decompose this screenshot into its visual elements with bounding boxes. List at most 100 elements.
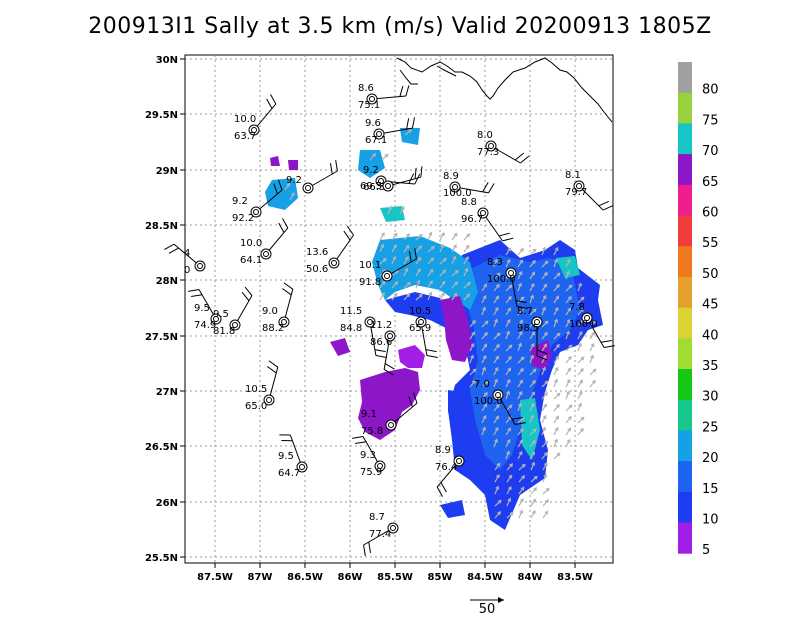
wind-arrow <box>542 499 549 507</box>
wind-arrowhead <box>554 246 559 251</box>
wind-arrowhead <box>568 344 573 349</box>
wind-arrowhead <box>483 343 487 348</box>
wind-arrowhead <box>465 244 470 249</box>
colorbar-segment <box>678 307 692 339</box>
station-inner-ring <box>266 397 272 403</box>
wind-arrow <box>379 258 387 265</box>
wind-arrowhead <box>430 245 435 250</box>
wind-arrowhead <box>508 474 513 479</box>
wind-barb-feather <box>414 173 421 185</box>
wind-arrow <box>369 153 376 161</box>
wind-arrow <box>553 272 561 280</box>
colorbar-label: 75 <box>702 113 719 128</box>
wind-arrow <box>553 295 559 304</box>
wind-barb-feather <box>420 166 423 178</box>
wind-barb-feather <box>414 167 417 179</box>
wind-arrowhead <box>428 231 433 236</box>
station-marker: 8.3 100.0 <box>487 257 528 310</box>
wind-barb-feather <box>411 117 416 129</box>
wind-barb-feather <box>278 222 285 233</box>
wind-arrowhead <box>508 404 513 409</box>
wind-barb-feather <box>383 369 394 376</box>
wind-arrowhead <box>429 280 433 285</box>
wind-arrowhead <box>590 342 595 347</box>
wind-arrowhead <box>494 318 498 323</box>
wind-barb-feather <box>399 85 404 97</box>
wind-arrowhead <box>567 367 571 372</box>
station-marker: 8.8 96.7 <box>461 197 514 242</box>
station-outer-ring <box>477 207 489 219</box>
wind-arrow <box>505 331 510 340</box>
wind-arrow <box>481 307 486 316</box>
wind-arrow <box>493 332 501 340</box>
station-inner-ring <box>576 183 582 189</box>
wind-barb-feather <box>363 544 366 556</box>
colorbar-segment <box>678 338 692 370</box>
wind-arrowhead <box>542 354 547 359</box>
wind-barb-feather <box>406 118 410 130</box>
wind-arrowhead <box>566 258 571 263</box>
station-marker: 9.5 74.9 <box>188 289 222 331</box>
station-rh-label: 64.1 <box>240 255 262 266</box>
wind-arrowhead <box>544 451 548 456</box>
wind-arrow <box>553 319 558 328</box>
wind-arrow <box>439 292 445 301</box>
wind-arrowhead <box>482 414 487 419</box>
wind-arrow <box>541 307 546 316</box>
station-outer-ring <box>302 182 314 194</box>
station-inner-ring <box>376 131 382 137</box>
wind-arrow <box>529 440 536 448</box>
lat-tick-label: 29.5N <box>145 110 178 121</box>
wind-arrow <box>469 355 474 364</box>
station-speed-label: 9.6 <box>365 118 381 129</box>
wind-arrowhead <box>393 244 397 249</box>
wind-arrowhead <box>466 233 471 238</box>
wind-barb-feather <box>244 286 253 296</box>
wind-arrowhead <box>416 279 421 284</box>
wind-arrow <box>517 308 524 316</box>
station-marker: 8.7 98.5 <box>517 306 548 361</box>
wind-barb-feather <box>412 392 418 404</box>
station-outer-ring <box>485 140 497 152</box>
wind-arrow <box>529 403 535 412</box>
wind-arrowhead <box>520 247 524 252</box>
station-speed-label: 11.2 <box>370 320 392 331</box>
station-speed-label: 10.5 <box>245 384 267 395</box>
wind-arrowhead <box>506 330 510 335</box>
station-marker: 9.6 67.1 <box>365 117 416 146</box>
wind-arrow <box>469 368 477 376</box>
lon-tick-label: 85.5W <box>377 572 413 583</box>
station-outer-ring <box>260 248 272 260</box>
wind-arrow <box>463 233 470 241</box>
wind-arrow <box>451 256 456 265</box>
station-rh-label: 65.0 <box>245 401 267 412</box>
wind-arrow <box>518 510 523 519</box>
wind-arrowhead <box>530 294 534 299</box>
reference-arrowhead <box>498 597 504 603</box>
wind-arrowhead <box>497 511 502 516</box>
wind-arrow <box>451 281 458 289</box>
wind-arrow <box>463 268 468 277</box>
wind-arrow <box>565 271 570 280</box>
wind-arrow <box>541 332 548 340</box>
station-rh-label: 63.7 <box>234 131 256 142</box>
wind-arrowhead <box>381 232 385 237</box>
colorbar-segment <box>678 154 692 186</box>
map-title: 200913I1 Sally at 3.5 km (m/s) Valid 202… <box>88 14 712 39</box>
station-outer-ring <box>296 461 308 473</box>
wind-arrowhead <box>466 293 471 298</box>
wind-arrowhead <box>555 355 559 360</box>
wind-arrowhead <box>592 319 596 324</box>
wind-arrowhead <box>567 427 571 432</box>
wind-arrow <box>541 247 546 256</box>
wind-arrowhead <box>429 268 434 273</box>
colorbar-label: 70 <box>702 144 719 159</box>
station-inner-ring <box>456 458 462 464</box>
wind-arrow <box>530 476 538 483</box>
colorbar-segment <box>678 184 692 216</box>
wind-arrow <box>379 244 384 253</box>
wind-arrow <box>577 368 584 376</box>
wind-arrow <box>427 232 432 241</box>
station-rh-label: 81.8 <box>213 326 235 337</box>
wind-arrowhead <box>380 243 385 248</box>
